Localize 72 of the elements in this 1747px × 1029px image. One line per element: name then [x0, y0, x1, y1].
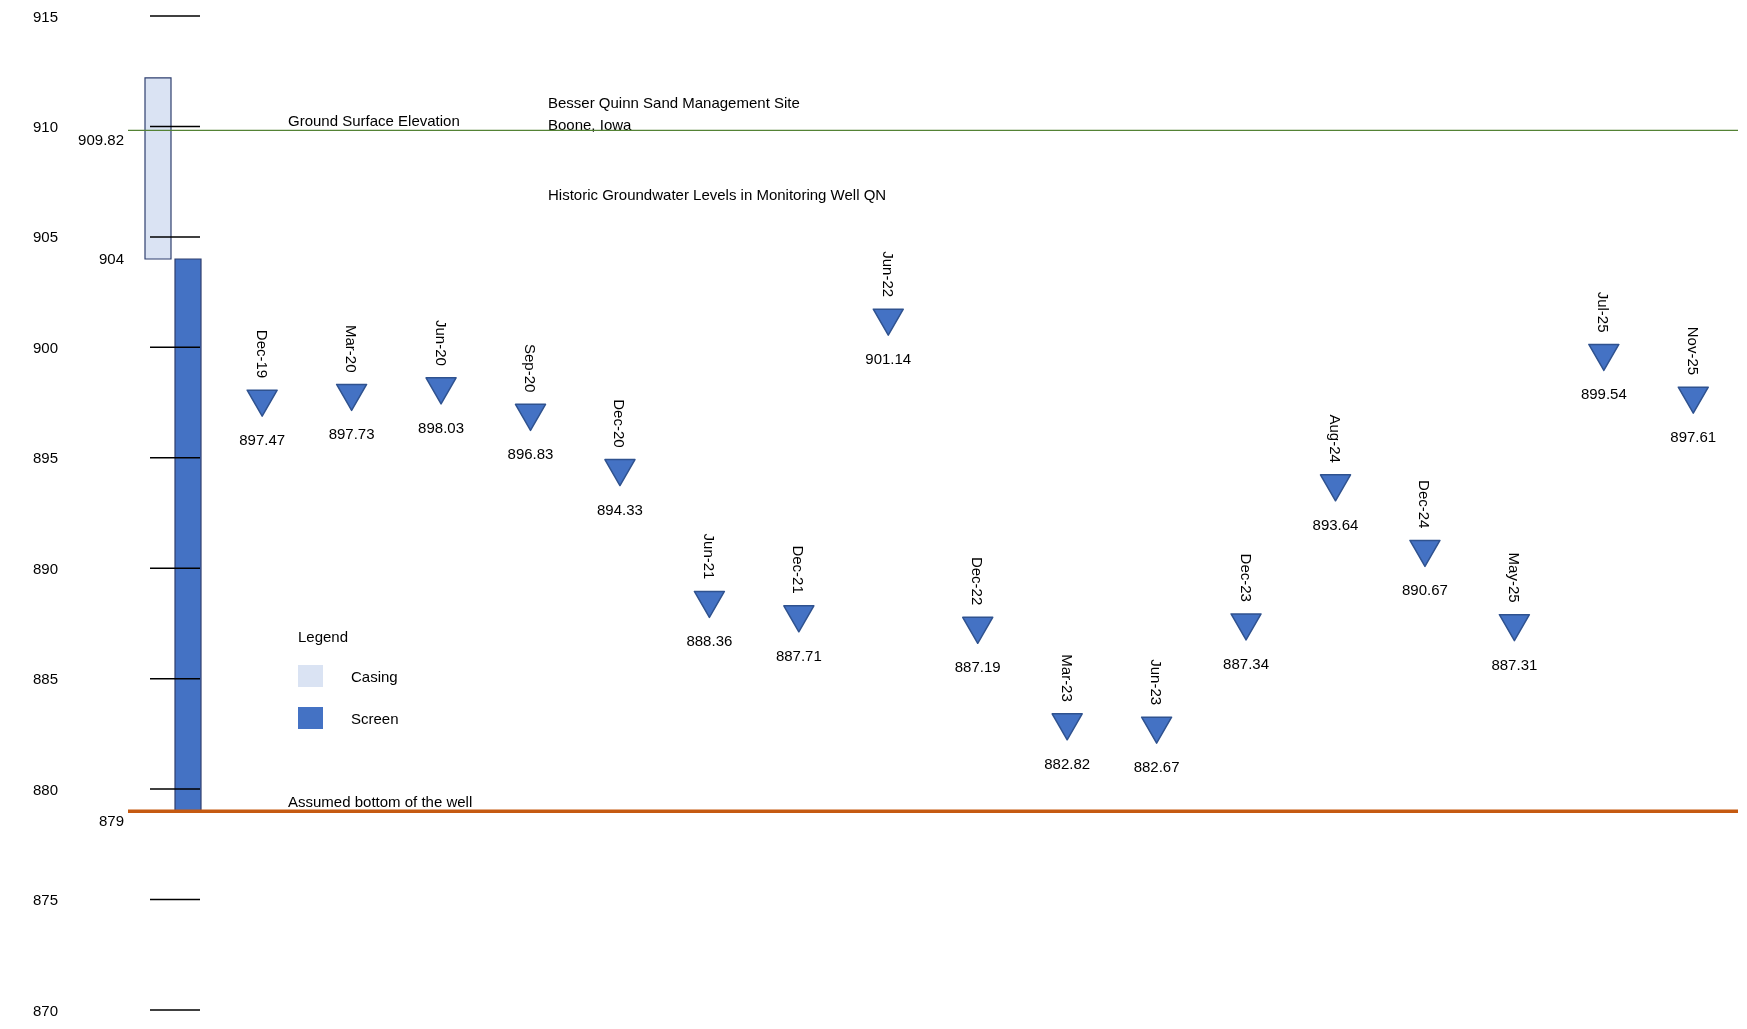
- x-tick-label: Sep-20: [522, 343, 539, 393]
- data-label: 888.36: [686, 632, 733, 650]
- legend-label: Casing: [351, 667, 398, 685]
- data-label: 890.67: [1402, 581, 1448, 599]
- x-tick-label: Jun-21: [700, 533, 718, 580]
- annotation: Ground Surface Elevation: [288, 112, 460, 130]
- y-tick-label: 895: [32, 449, 58, 467]
- ref-line-label: 879: [98, 811, 124, 829]
- x-tick-label: Dec-23: [1237, 553, 1255, 602]
- point: [1677, 386, 1710, 414]
- x-tick-label: Nov-25: [1684, 326, 1702, 376]
- data-label: 897.47: [239, 431, 286, 449]
- y-tick-label: 890: [32, 559, 58, 577]
- data-label: 896.83: [507, 445, 554, 463]
- point: [335, 383, 368, 412]
- annotation: Assumed bottom of the well: [288, 793, 473, 811]
- point: [872, 308, 905, 336]
- y-tick-label: 870: [32, 1001, 58, 1019]
- data-label: 898.03: [418, 418, 464, 436]
- y-tick-label: 880: [32, 780, 58, 798]
- x-tick-label: Dec-20: [611, 399, 629, 448]
- text: Boone, Iowa: [548, 116, 633, 133]
- x-tick-label: Jun-20: [432, 319, 450, 366]
- text: 904: [98, 250, 124, 268]
- data-label: 893.64: [1312, 515, 1359, 533]
- x-tick-label: Jun-23: [1148, 659, 1166, 706]
- y-tick-label: 905: [32, 228, 58, 246]
- x-tick-label: Mar-23: [1058, 654, 1076, 702]
- legend-label: Screen: [351, 709, 399, 727]
- x-tick-label: Jul-25: [1595, 291, 1613, 333]
- point: [1319, 474, 1352, 502]
- point: [425, 377, 457, 405]
- ref-line-label: 909.82: [78, 130, 124, 148]
- point: [514, 403, 547, 432]
- annotation: Historic Groundwater Levels in Monitoring Well QN: [548, 186, 887, 203]
- x-tick-label: Dec-24: [1416, 480, 1434, 529]
- point: [246, 389, 278, 417]
- point: [693, 590, 726, 619]
- point: [604, 458, 636, 487]
- legend-title: Legend: [298, 628, 350, 645]
- x-tick-label: Dec-21: [790, 545, 808, 594]
- data-label: 901.14: [865, 350, 912, 368]
- y-tick-label: 915: [32, 7, 58, 25]
- x-tick-label: Mar-20: [343, 324, 361, 373]
- point: [1409, 539, 1441, 568]
- point: [1498, 613, 1531, 642]
- text: Besser Quinn Sand Management Site: [548, 94, 800, 111]
- point: [1230, 613, 1262, 641]
- data-label: 897.61: [1670, 428, 1717, 446]
- x-tick-label: May-25: [1505, 552, 1523, 603]
- data-label: 894.33: [597, 500, 643, 518]
- x-tick-label: Dec-22: [969, 556, 987, 606]
- point: [1051, 713, 1083, 741]
- y-tick-label: 900: [32, 338, 58, 356]
- data-label: 899.54: [1580, 385, 1627, 403]
- data-label: 887.31: [1491, 655, 1538, 673]
- point: [961, 616, 994, 645]
- point: [1588, 343, 1620, 372]
- data-label: 882.67: [1133, 758, 1180, 776]
- y-tick-label: 875: [32, 891, 58, 909]
- data-label: 897.73: [328, 425, 375, 443]
- data-label: 887.34: [1223, 654, 1269, 672]
- y-tick-label: 910: [32, 117, 58, 135]
- data-label: 882.82: [1044, 754, 1091, 772]
- point: [1140, 716, 1173, 744]
- point: [783, 605, 815, 633]
- data-label: 887.19: [954, 658, 1001, 676]
- x-tick-label: Jun-22: [879, 251, 897, 298]
- x-tick-label: Aug-24: [1327, 414, 1344, 463]
- data-label: 887.71: [775, 646, 822, 664]
- y-tick-label: 885: [32, 670, 58, 688]
- x-tick-label: Dec-19: [253, 329, 271, 379]
